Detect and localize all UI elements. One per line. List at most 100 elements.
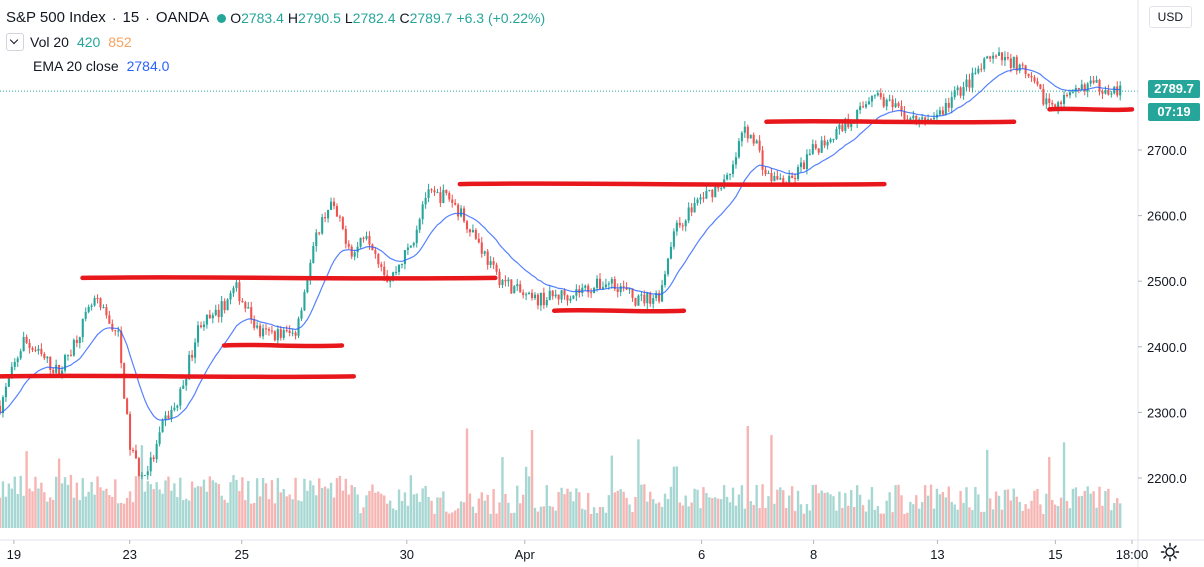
volume-bar — [371, 484, 374, 528]
volume-bar — [412, 494, 415, 528]
volume-bar — [953, 504, 956, 528]
volume-bar — [740, 485, 744, 528]
candle-body — [746, 126, 749, 139]
open-value: 2783.4 — [241, 10, 284, 26]
volume-bar — [377, 491, 380, 528]
candle-body — [483, 251, 486, 254]
candle-body — [649, 292, 652, 304]
volume-bar — [1074, 487, 1078, 528]
volume-bar — [923, 485, 927, 528]
candle-body — [474, 230, 477, 239]
candle-body — [214, 309, 217, 316]
volume-bar — [770, 435, 773, 528]
ema-indicator-name[interactable]: EMA 20 close — [33, 58, 119, 74]
currency-button[interactable]: USD — [1148, 6, 1192, 28]
candle-body — [885, 99, 888, 107]
candle-body — [7, 378, 10, 387]
candle-body — [276, 329, 279, 341]
volume-bar — [920, 502, 924, 528]
volume-bar — [1027, 508, 1030, 528]
candle-body — [66, 354, 70, 356]
candle-body — [613, 279, 616, 290]
volume-bar — [749, 501, 752, 528]
candle-body — [238, 282, 241, 301]
volume-bar — [696, 489, 699, 528]
volume-bar — [261, 477, 265, 528]
candle-body — [536, 294, 539, 306]
volume-bar — [75, 482, 79, 528]
candle-body — [1021, 64, 1024, 66]
candle-body — [93, 297, 96, 306]
volume-bar — [276, 478, 280, 528]
volume-indicator-row[interactable]: Vol 20 420 852 — [6, 30, 545, 54]
candle-body — [49, 356, 52, 370]
volume-bar — [383, 495, 386, 528]
candle-body — [179, 388, 182, 406]
candle-body — [152, 457, 155, 460]
time-tick-label: 25 — [234, 547, 248, 562]
symbol-title[interactable]: S&P 500 Index — [6, 9, 106, 26]
volume-bar — [102, 490, 105, 528]
candle-body — [102, 307, 105, 309]
volume-bar — [737, 494, 741, 528]
volume-bar — [267, 499, 271, 528]
volume-bar — [879, 513, 882, 528]
candle-body — [749, 134, 752, 139]
candle-body — [767, 173, 770, 175]
candle-body — [457, 204, 460, 217]
volume-bar — [329, 482, 333, 528]
volume-indicator-name[interactable]: Vol 20 — [30, 34, 69, 50]
volume-bar — [1015, 496, 1018, 528]
candle-body — [971, 72, 974, 88]
candle-body — [557, 294, 560, 300]
volume-bar — [247, 480, 250, 528]
candle-body — [856, 110, 859, 123]
volume-bar — [938, 494, 942, 528]
volume-bar — [530, 430, 534, 528]
candle-body — [903, 111, 906, 120]
volume-bar — [814, 484, 817, 528]
volume-bar — [666, 499, 670, 528]
level-line — [221, 342, 345, 349]
candle-body — [696, 199, 699, 204]
volume-bar — [702, 487, 705, 528]
candle-body — [129, 414, 132, 450]
volume-bar — [947, 486, 950, 528]
volume-bar — [193, 487, 197, 528]
candle-body — [63, 355, 67, 371]
volume-bar — [312, 485, 315, 528]
volume-bar — [19, 475, 22, 528]
candle-body — [684, 220, 687, 227]
candle-body — [1086, 83, 1089, 92]
volume-bar — [900, 495, 903, 528]
candle-body — [46, 356, 49, 359]
candle-body — [702, 197, 705, 199]
volume-bar — [835, 510, 838, 528]
candle-body — [217, 309, 220, 317]
candle-body — [1110, 93, 1113, 95]
candle-body — [590, 292, 593, 294]
candle-body — [205, 314, 208, 325]
volume-bar — [885, 500, 888, 528]
candle-body — [406, 247, 409, 251]
ema-indicator-row[interactable]: EMA 20 close 2784.0 — [6, 54, 545, 78]
candle-body — [72, 339, 75, 356]
candle-body — [1101, 91, 1104, 94]
candle-body — [551, 290, 554, 297]
volume-bar — [54, 476, 58, 528]
candle-body — [737, 141, 740, 158]
volume-bar — [1083, 490, 1086, 528]
volume-bar — [386, 503, 389, 528]
volume-bar — [533, 507, 537, 528]
volume-bar — [294, 477, 297, 528]
interval-label[interactable]: 15 — [122, 9, 140, 26]
candle-body — [362, 237, 365, 239]
candle-body — [542, 292, 545, 306]
volume-bar — [563, 494, 566, 528]
chevron-down-icon[interactable] — [6, 33, 24, 51]
gear-icon[interactable] — [1160, 542, 1180, 562]
candle-body — [711, 189, 714, 198]
candle-body — [380, 264, 383, 267]
volume-bar — [1021, 510, 1024, 528]
